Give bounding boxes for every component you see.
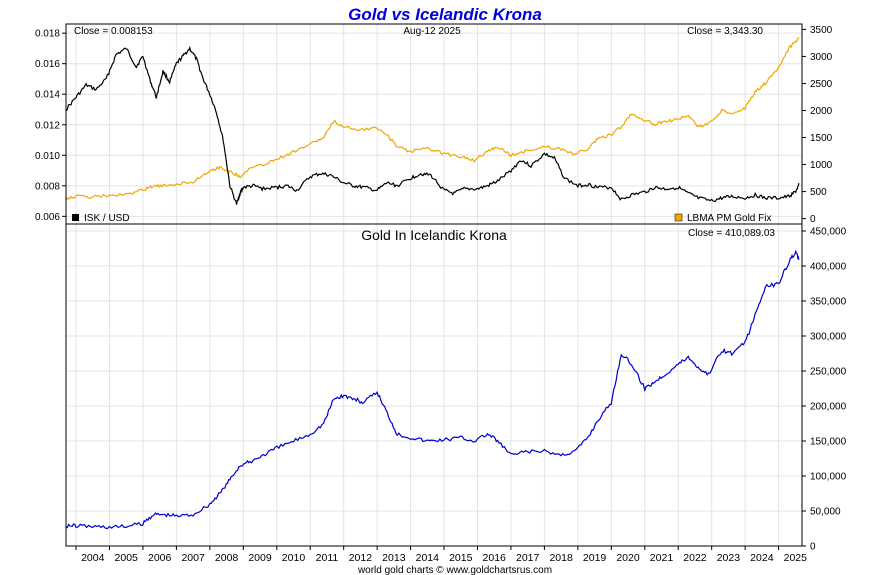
x-tick-label: 2015 [449, 552, 473, 564]
left-tick-label: 0.018 [35, 29, 60, 40]
right-tick-label: 1500 [810, 133, 833, 144]
x-tick-label: 2004 [81, 552, 105, 564]
x-tick-label: 2022 [683, 552, 707, 564]
x-tick-label: 2009 [248, 552, 272, 564]
x-tick-label: 2018 [549, 552, 573, 564]
right-tick-label: 500 [810, 187, 827, 198]
legend-isk-label: ISK / USD [84, 213, 130, 224]
bottom-right-tick-label: 150,000 [810, 437, 847, 448]
bottom-right-tick-label: 350,000 [810, 297, 847, 308]
x-tick-label: 2021 [650, 552, 674, 564]
legend-isk-swatch [72, 214, 79, 221]
bottom-right-axis-ticks: 0 50,000 100,000 150,000 200,000 250,000 300,0… [802, 227, 847, 553]
gold-usd-close-label: Close = 3,343.30 [687, 26, 763, 37]
x-tick-label: 2010 [282, 552, 306, 564]
bottom-right-tick-label: 400,000 [810, 262, 847, 273]
right-tick-label: 1000 [810, 160, 833, 171]
x-tick-label: 2024 [750, 552, 774, 564]
chart-title: Gold vs Icelandic Krona [348, 5, 542, 24]
right-tick-label: 3000 [810, 52, 833, 63]
bottom-right-tick-label: 250,000 [810, 367, 847, 378]
bottom-right-tick-label: 300,000 [810, 332, 847, 343]
top-left-axis-ticks: 0.006 0.008 0.010 0.012 0.014 0.016 0.018 [35, 29, 66, 223]
x-tick-label: 2011 [316, 552, 339, 564]
gold-isk-close-label: Close = 410,089.03 [688, 228, 775, 239]
left-tick-label: 0.006 [35, 212, 60, 223]
bottom-panel-title: Gold In Icelandic Krona [361, 227, 507, 243]
gold-isk-series-line [65, 249, 800, 530]
x-tick-label: 2016 [483, 552, 507, 564]
left-tick-label: 0.016 [35, 59, 60, 70]
left-tick-label: 0.008 [35, 181, 60, 192]
x-tick-label: 2019 [583, 552, 607, 564]
isk-close-label: Close = 0.008153 [74, 26, 153, 37]
x-axis-ticks: 2004 2005 2006 2007 2008 2009 2010 2011 2012 2013… [75, 546, 808, 564]
x-tick-label: 2008 [215, 552, 239, 564]
x-tick-label: 2005 [115, 552, 139, 564]
legend-gold-label: LBMA PM Gold Fix [687, 213, 771, 224]
date-label: Aug-12 2025 [403, 26, 461, 37]
left-tick-label: 0.014 [35, 90, 60, 101]
x-tick-label: 2020 [616, 552, 640, 564]
x-tick-label: 2012 [349, 552, 373, 564]
legend-gold-swatch [674, 213, 683, 222]
credit-text: world gold charts © www.goldchartsrus.co… [357, 565, 552, 575]
x-tick-label: 2025 [784, 552, 808, 564]
left-tick-label: 0.010 [35, 151, 60, 162]
bottom-right-tick-label: 200,000 [810, 402, 847, 413]
bottom-right-tick-label: 450,000 [810, 227, 847, 238]
bottom-right-tick-label: 0 [810, 542, 816, 553]
bottom-panel-frame [65, 223, 803, 547]
gold-usd-series-line [65, 37, 800, 201]
x-tick-label: 2023 [717, 552, 741, 564]
right-tick-label: 2500 [810, 79, 833, 90]
x-tick-label: 2014 [416, 552, 440, 564]
x-tick-label: 2013 [382, 552, 406, 564]
left-tick-label: 0.012 [35, 120, 60, 131]
bottom-right-tick-label: 50,000 [810, 507, 841, 518]
top-right-axis-ticks: 0 500 1000 1500 2000 2500 3000 3500 [802, 25, 833, 225]
right-tick-label: 2000 [810, 106, 833, 117]
bottom-right-tick-label: 100,000 [810, 472, 847, 483]
x-tick-label: 2007 [181, 552, 205, 564]
x-tick-label: 2017 [516, 552, 540, 564]
right-tick-label: 3500 [810, 25, 833, 36]
isk-usd-series-line [65, 45, 800, 205]
x-tick-label: 2006 [148, 552, 172, 564]
right-tick-label: 0 [810, 214, 816, 225]
